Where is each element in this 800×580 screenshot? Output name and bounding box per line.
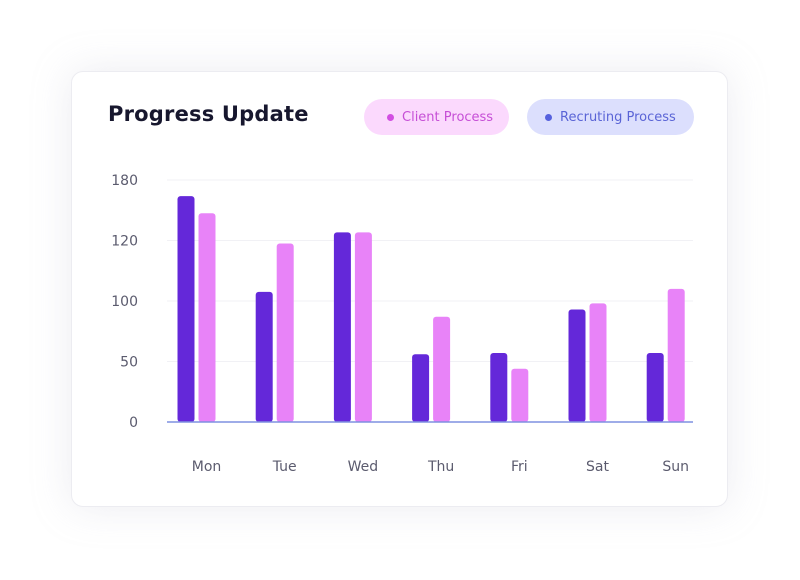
grid-layer — [167, 179, 693, 362]
x-tick-label: Tue — [272, 459, 297, 475]
legend-client-process[interactable]: Client Process — [364, 99, 509, 135]
x-tick-label: Sun — [662, 459, 689, 475]
x-tick-label: Sat — [586, 459, 609, 475]
recruiting-dot-icon — [545, 113, 552, 121]
y-tick-label: 100 — [111, 294, 138, 310]
y-tick-label: 180 — [111, 173, 138, 189]
bar-recruiting-fri[interactable] — [490, 353, 508, 422]
x-axis-ticks: Mon Tue Wed Thu Fri Sat Sun — [192, 459, 689, 475]
bar-recruiting-mon[interactable] — [177, 196, 195, 422]
bar-recruiting-wed[interactable] — [333, 232, 351, 422]
x-tick-label: Mon — [192, 459, 222, 475]
x-tick-label: Thu — [427, 459, 454, 475]
bar-client-wed[interactable] — [354, 232, 372, 422]
bar-client-fri[interactable] — [511, 368, 529, 422]
client-dot-icon — [387, 113, 394, 121]
x-tick-label: Fri — [511, 459, 528, 475]
y-tick-label: 120 — [111, 234, 138, 250]
y-tick-label: 50 — [120, 355, 138, 371]
y-tick-label: 0 — [129, 415, 138, 431]
bar-client-sun[interactable] — [667, 288, 685, 422]
bar-recruiting-sun[interactable] — [646, 353, 664, 422]
bar-recruiting-thu[interactable] — [412, 354, 430, 422]
bar-client-tue[interactable] — [276, 243, 294, 423]
y-axis-ticks: 180 120 100 50 0 — [111, 173, 138, 431]
legend-client-label: Client Process — [402, 109, 494, 125]
bar-recruiting-tue[interactable] — [255, 291, 273, 422]
legend-recruiting-process[interactable]: Recruting Process — [527, 99, 694, 135]
bar-client-sat[interactable] — [589, 303, 607, 422]
chart-title: Progress Update — [108, 102, 309, 126]
bar-client-mon[interactable] — [198, 213, 216, 422]
x-tick-label: Wed — [348, 459, 379, 475]
bars — [177, 196, 685, 423]
bar-recruiting-sat[interactable] — [568, 309, 586, 423]
legend-recruiting-label: Recruting Process — [560, 109, 676, 125]
bar-client-thu[interactable] — [433, 316, 451, 422]
